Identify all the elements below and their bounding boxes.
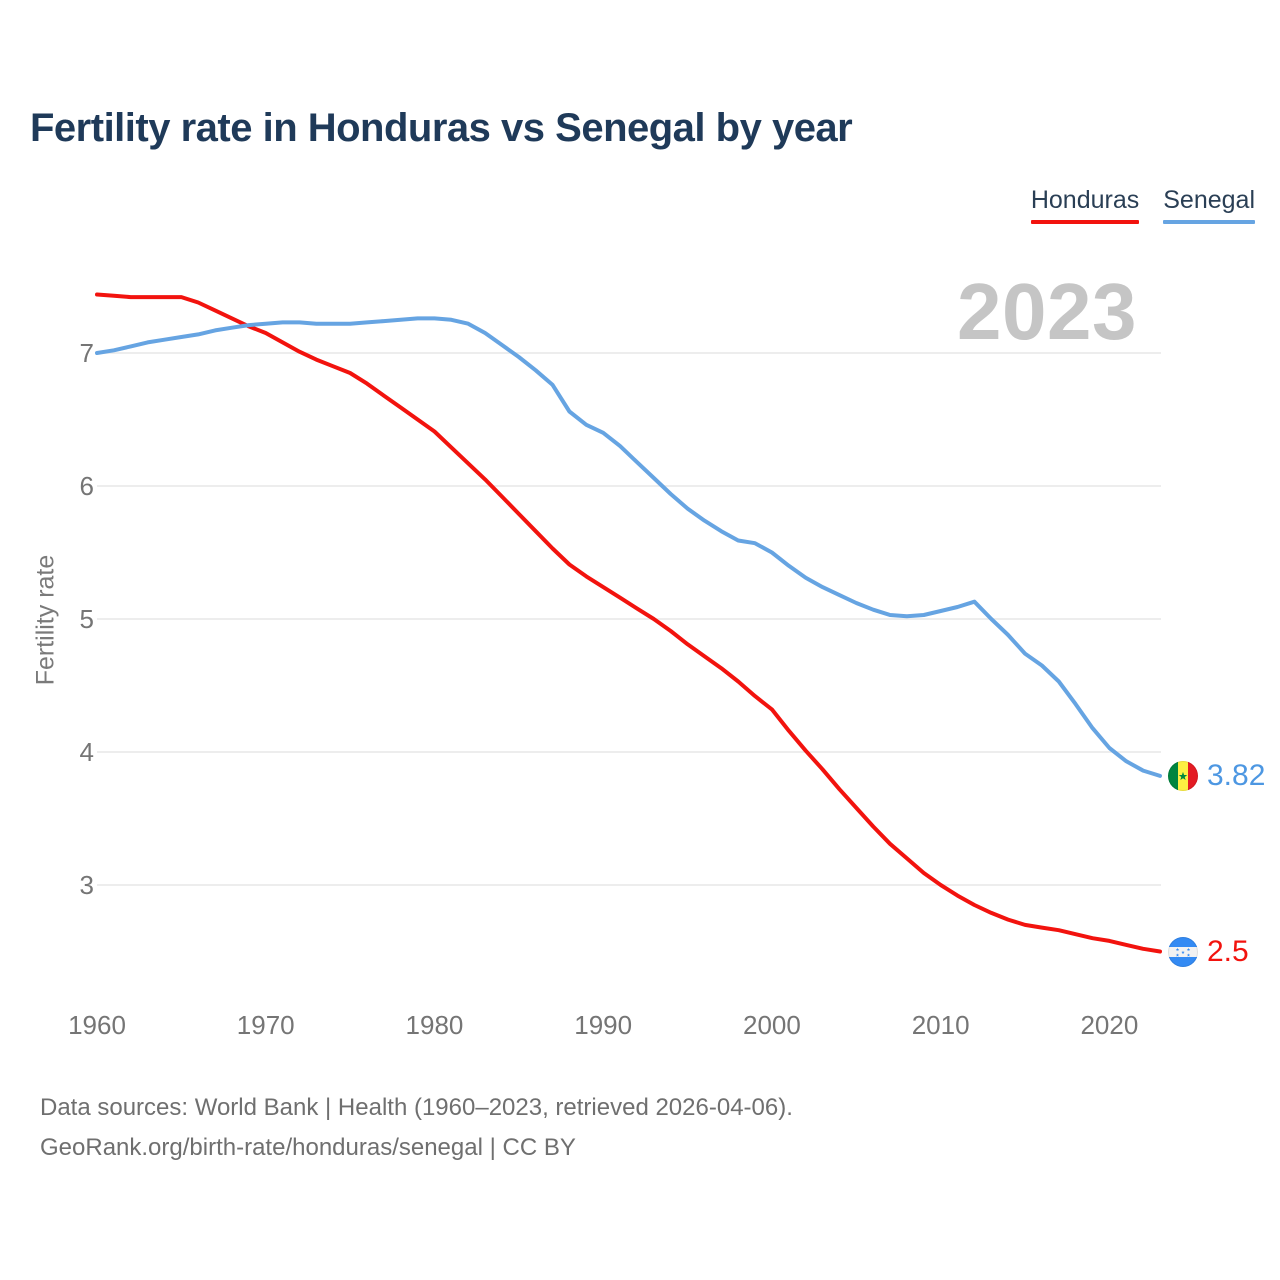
legend-label-senegal: Senegal (1163, 186, 1255, 214)
x-tick-2000: 2000 (742, 1010, 801, 1040)
legend-label-honduras: Honduras (1030, 186, 1140, 214)
y-tick-6: 6 (79, 471, 94, 501)
footer: Data sources: World Bank | Health (1960–… (40, 1088, 793, 1168)
x-tick-1990: 1990 (574, 1010, 633, 1040)
y-tick-3: 3 (79, 870, 94, 900)
honduras-line[interactable] (95, 292, 1162, 954)
x-tick-1960: 1960 (68, 1010, 126, 1040)
x-tick-1980: 1980 (405, 1010, 464, 1040)
year-watermark: 2023 (957, 267, 1137, 356)
footer-source-line: Data sources: World Bank | Health (1960–… (40, 1094, 793, 1121)
legend: Honduras Senegal (1030, 186, 1255, 224)
x-tick-2020: 2020 (1080, 1010, 1139, 1040)
honduras-flag-icon (1168, 936, 1198, 967)
end-label-senegal: 3.82 (1168, 758, 1266, 792)
legend-underline-senegal (1163, 220, 1255, 224)
senegal-flag-icon (1168, 760, 1198, 791)
page-title: Fertility rate in Honduras vs Senegal by… (30, 106, 853, 150)
y-tick-4: 4 (79, 737, 94, 767)
end-label-honduras: 2.5 (1168, 934, 1249, 968)
x-tick-1970: 1970 (236, 1010, 295, 1040)
end-value-honduras: 2.5 (1207, 934, 1249, 968)
legend-item-honduras[interactable]: Honduras (1030, 186, 1140, 224)
y-tick-5: 5 (79, 604, 94, 634)
x-tick-2010: 2010 (911, 1010, 970, 1040)
end-value-senegal: 3.82 (1207, 758, 1266, 792)
legend-item-senegal[interactable]: Senegal (1163, 186, 1255, 224)
senegal-line[interactable] (95, 316, 1162, 778)
footer-attribution-line: GeoRank.org/birth-rate/honduras/senegal … (40, 1134, 576, 1161)
legend-underline-honduras (1030, 220, 1140, 224)
y-tick-7: 7 (79, 338, 94, 368)
